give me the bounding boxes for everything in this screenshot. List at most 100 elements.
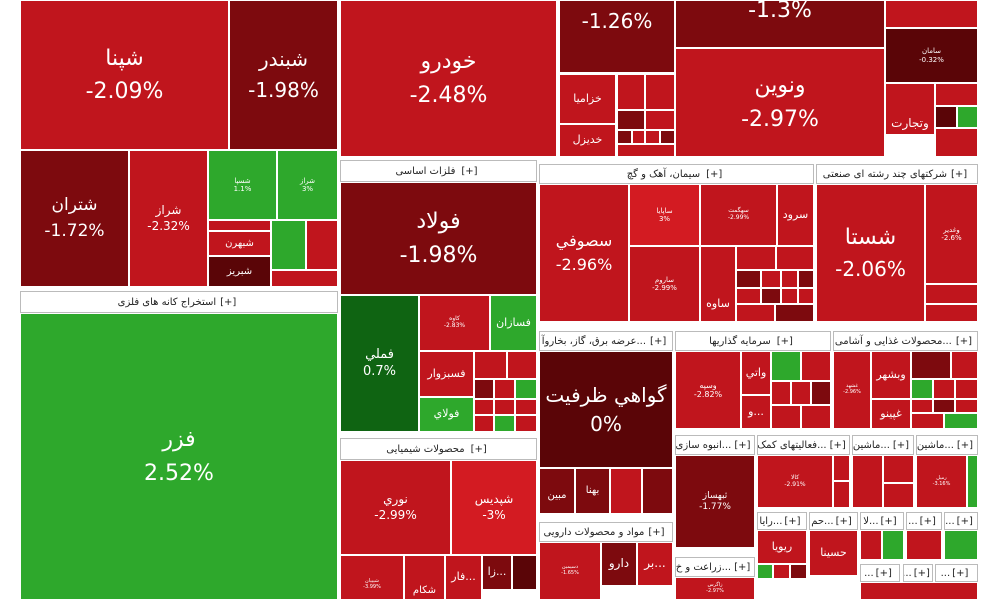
tile-za[interactable]: زا... bbox=[482, 555, 512, 590]
tile-shabandar[interactable]: شبندر -1.98% bbox=[229, 0, 338, 150]
small-tile[interactable] bbox=[494, 399, 515, 415]
small-tile[interactable] bbox=[944, 413, 978, 429]
small-tile[interactable] bbox=[494, 415, 515, 432]
small-tile[interactable] bbox=[776, 246, 814, 270]
small-tile[interactable] bbox=[798, 270, 814, 288]
small-tile[interactable] bbox=[617, 144, 675, 157]
expand-icon[interactable]: [+] bbox=[220, 296, 237, 308]
tile-saroom[interactable]: ساروم -2.99% bbox=[629, 246, 700, 322]
expand-icon[interactable]: [+] bbox=[913, 567, 930, 579]
small-tile[interactable] bbox=[911, 413, 944, 429]
sector-header-small-2[interactable]: ... [+] bbox=[944, 512, 978, 530]
expand-icon[interactable]: [+] bbox=[784, 515, 801, 527]
expand-icon[interactable]: [+] bbox=[461, 165, 478, 177]
tile-shabriz[interactable]: شبریز bbox=[208, 256, 271, 287]
small-tile[interactable] bbox=[736, 246, 776, 270]
tile-khazamia[interactable]: خزامیا bbox=[559, 74, 616, 124]
small-tile[interactable] bbox=[882, 530, 904, 560]
sector-header-chemicals[interactable]: محصولات شیمیایی [+] bbox=[340, 438, 537, 460]
small-tile[interactable] bbox=[775, 304, 814, 322]
tile-fesabzevar[interactable]: فسبزوار bbox=[419, 351, 474, 397]
expand-icon[interactable]: [+] bbox=[835, 515, 852, 527]
sector-header-multi-industry[interactable]: شرکتهای چند رشته ای صنعتی [+] bbox=[816, 164, 978, 184]
sector-header-food[interactable]: محصولات غذایی و آشامی... [+] bbox=[833, 331, 978, 351]
tile-tehsaz[interactable]: ثبهساز -1.77% bbox=[675, 455, 755, 548]
tile-sofi[interactable]: سصوفي -2.96% bbox=[539, 184, 629, 322]
tile-shasta[interactable]: شستا -2.06% bbox=[816, 184, 925, 322]
small-tile[interactable] bbox=[642, 468, 673, 514]
sector-header-ham[interactable]: حم... [+] bbox=[809, 512, 858, 530]
small-tile[interactable] bbox=[781, 270, 798, 288]
small-tile[interactable] bbox=[933, 399, 955, 413]
tile-shoraz[interactable]: شراز 3% bbox=[277, 150, 338, 220]
small-tile[interactable] bbox=[761, 270, 781, 288]
sector-header-support[interactable]: فعالیتهای کمک... [+] bbox=[757, 435, 850, 455]
small-tile[interactable] bbox=[852, 455, 883, 508]
sector-header-la[interactable]: لا... [+] bbox=[860, 512, 904, 530]
small-tile[interactable] bbox=[474, 351, 507, 379]
small-tile[interactable] bbox=[801, 405, 831, 429]
tile-sheraz[interactable]: شراز -2.32% bbox=[129, 150, 208, 287]
tile-hasina[interactable]: حسينا bbox=[809, 530, 858, 576]
small-tile[interactable] bbox=[632, 130, 645, 144]
expand-icon[interactable]: [+] bbox=[776, 335, 793, 347]
small-tile[interactable] bbox=[935, 83, 978, 106]
expand-icon[interactable]: [+] bbox=[892, 439, 910, 451]
small-tile[interactable] bbox=[791, 381, 811, 405]
expand-icon[interactable]: [+] bbox=[955, 335, 973, 347]
expand-icon[interactable]: [+] bbox=[951, 168, 968, 180]
small-tile[interactable] bbox=[610, 468, 642, 514]
expand-icon[interactable]: [+] bbox=[829, 439, 846, 451]
expand-icon[interactable]: [+] bbox=[650, 335, 667, 347]
tile-13[interactable]: -1.3% bbox=[675, 0, 885, 48]
small-tile[interactable] bbox=[883, 483, 914, 508]
small-tile[interactable] bbox=[515, 399, 537, 415]
small-tile[interactable] bbox=[781, 288, 798, 304]
small-tile[interactable] bbox=[801, 351, 831, 381]
small-tile[interactable] bbox=[617, 110, 645, 130]
expand-icon[interactable]: [+] bbox=[734, 561, 751, 573]
tile-foolad[interactable]: فولاد -1.98% bbox=[340, 182, 537, 295]
small-tile[interactable] bbox=[790, 564, 807, 579]
small-tile[interactable] bbox=[515, 379, 537, 399]
small-tile[interactable] bbox=[736, 304, 775, 322]
tile-far[interactable]: فار... bbox=[445, 555, 482, 600]
small-tile[interactable] bbox=[773, 564, 790, 579]
small-tile[interactable] bbox=[771, 381, 791, 405]
small-tile[interactable] bbox=[494, 379, 515, 399]
tile-khodro[interactable]: خودرو -2.48% bbox=[340, 0, 557, 157]
tile-vanovin[interactable]: ونوین -2.97% bbox=[675, 48, 885, 157]
sector-header-mining[interactable]: استخراج کانه های فلزی [+] bbox=[20, 291, 338, 313]
small-tile[interactable] bbox=[736, 270, 761, 288]
tile-fesazan[interactable]: فسازان bbox=[490, 295, 537, 351]
tile-kala[interactable]: کالا -2.91% bbox=[757, 455, 833, 508]
small-tile[interactable] bbox=[757, 564, 773, 579]
sector-header-machinery-2[interactable]: ماشین... [+] bbox=[916, 435, 978, 455]
tile-dasimin[interactable]: دسیمین -1.65% bbox=[539, 542, 601, 600]
sector-header-pharma[interactable]: مواد و محصولات دارویی [+] bbox=[539, 522, 673, 542]
small-tile[interactable] bbox=[208, 220, 271, 231]
small-tile[interactable] bbox=[860, 582, 978, 600]
small-tile[interactable] bbox=[925, 304, 978, 322]
small-tile[interactable] bbox=[761, 288, 781, 304]
tile-shetran[interactable]: شتران -1.72% bbox=[20, 150, 129, 287]
small-tile[interactable] bbox=[906, 530, 942, 560]
tile-shebhran[interactable]: شبهرن bbox=[208, 231, 271, 256]
small-tile[interactable] bbox=[660, 130, 675, 144]
tile-gavahi[interactable]: گواهي ظرفيت 0% bbox=[539, 351, 673, 468]
expand-icon[interactable]: [+] bbox=[875, 567, 892, 579]
expand-icon[interactable]: [+] bbox=[880, 515, 897, 527]
small-tile[interactable] bbox=[955, 399, 978, 413]
small-tile[interactable] bbox=[911, 399, 933, 413]
small-tile[interactable] bbox=[935, 106, 957, 128]
small-tile[interactable] bbox=[933, 379, 955, 399]
expand-icon[interactable]: [+] bbox=[952, 567, 969, 579]
expand-icon[interactable]: [+] bbox=[706, 168, 723, 180]
tile-vati[interactable]: واتي bbox=[741, 351, 771, 395]
sector-header-small-5[interactable]: ... [+] bbox=[935, 564, 978, 582]
expand-icon[interactable]: [+] bbox=[470, 443, 487, 455]
sector-header-small-3[interactable]: ... [+] bbox=[860, 564, 900, 582]
tile-shesina[interactable]: شسپا 1.1% bbox=[208, 150, 277, 220]
tile-bar[interactable]: بر... bbox=[637, 542, 673, 586]
sector-header-small-4[interactable]: ... [+] bbox=[903, 564, 933, 582]
